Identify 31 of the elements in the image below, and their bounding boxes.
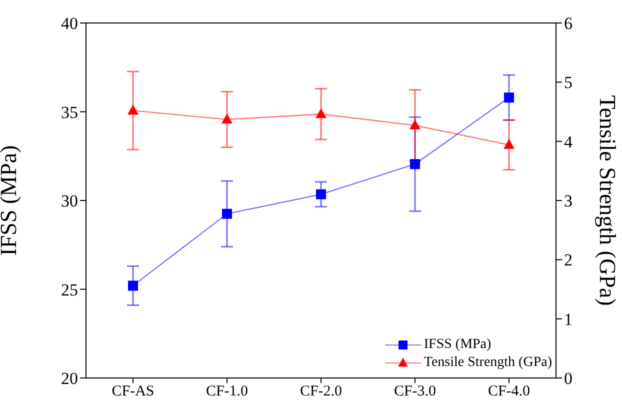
y2-axis-title: Tensile Strength (GPa) (594, 95, 620, 306)
point (316, 189, 326, 200)
point (128, 280, 138, 291)
y2-tick-label: 4 (564, 132, 573, 152)
point (504, 138, 514, 149)
point (410, 119, 420, 130)
legend-label: Tensile Strength (GPa) (424, 355, 552, 371)
point (316, 108, 326, 118)
point (410, 159, 420, 170)
point (504, 92, 514, 103)
y2-tick-label: 0 (564, 369, 572, 388)
y-tick-label: 30 (61, 192, 78, 211)
x-tick-label: CF-AS (112, 384, 154, 400)
y-tick-label: 35 (61, 102, 78, 122)
y-tick-label: 25 (61, 280, 78, 300)
point (222, 113, 232, 124)
y2-tick-label: 6 (564, 14, 572, 34)
x-tick-label: CF-1.0 (206, 384, 248, 400)
y2-tick-label: 1 (564, 310, 572, 329)
legend-label: IFSS (MPa) (424, 337, 492, 353)
y-tick-label: 20 (61, 369, 78, 388)
x-tick-label: CF-4.0 (488, 384, 530, 400)
y-tick-label: 40 (61, 14, 78, 34)
y-axis-title: IFSS (MPa) (0, 145, 22, 256)
point (222, 208, 232, 219)
y2-tick-label: 5 (564, 73, 572, 92)
point (128, 104, 138, 115)
y2-tick-label: 2 (564, 250, 572, 270)
y2-tick-label: 3 (564, 192, 572, 211)
x-tick-label: CF-3.0 (394, 384, 436, 400)
x-tick-label: CF-2.0 (300, 384, 342, 400)
